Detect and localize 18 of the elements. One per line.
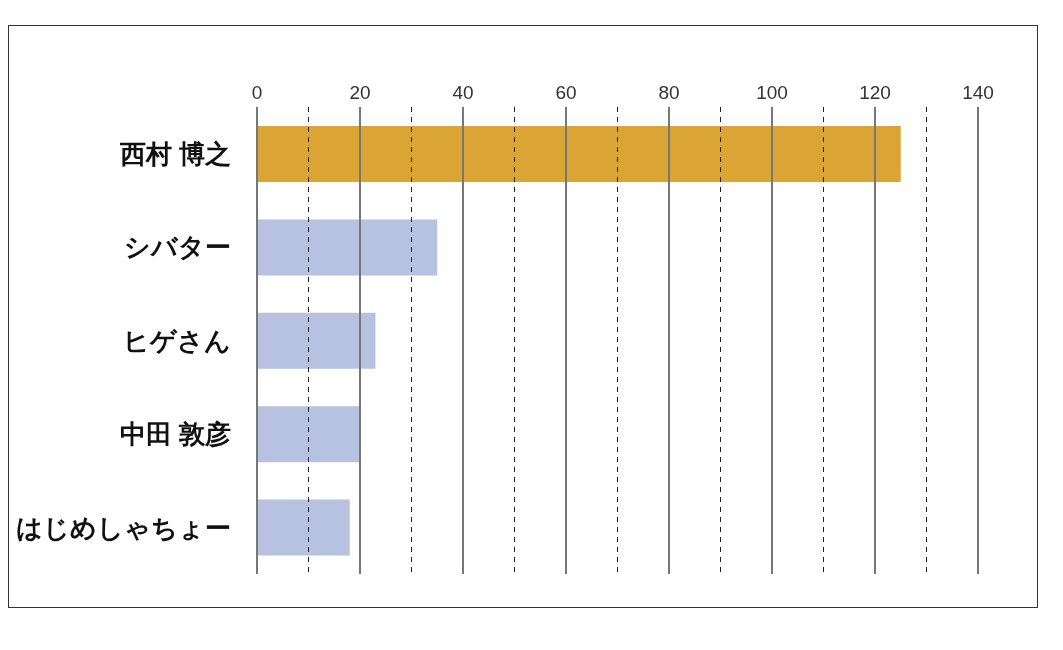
x-tick-label: 60	[555, 82, 577, 103]
x-tick-label: 100	[756, 82, 788, 103]
y-tick-label: 西村 博之	[118, 138, 231, 169]
y-tick-label: 中田 敦彦	[119, 419, 231, 450]
bar	[257, 126, 901, 182]
bar	[257, 312, 376, 369]
x-tick-label: 20	[349, 82, 371, 103]
bar	[257, 499, 350, 556]
bar	[257, 406, 360, 463]
x-tick-label: 40	[452, 82, 474, 103]
y-tick-label: シバター	[124, 232, 231, 263]
y-tick-label: はじめしゃちょー	[16, 512, 231, 543]
y-tick-label: ヒゲさん	[123, 325, 231, 356]
x-tick-label: 140	[962, 82, 994, 103]
x-tick-label: 120	[859, 82, 891, 103]
x-tick-label: 80	[658, 82, 680, 103]
x-tick-label: 0	[251, 82, 263, 103]
bar	[257, 219, 438, 276]
